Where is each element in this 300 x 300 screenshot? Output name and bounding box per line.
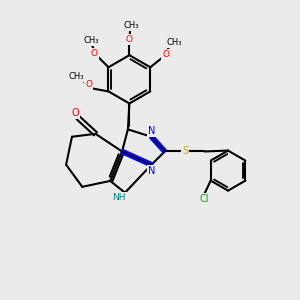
Text: CH₃: CH₃ <box>68 72 84 81</box>
Text: O: O <box>91 49 98 58</box>
Text: NH: NH <box>112 194 126 202</box>
Text: O: O <box>85 80 92 89</box>
Text: CH₃: CH₃ <box>167 38 182 47</box>
Text: CH₃: CH₃ <box>124 21 139 30</box>
Text: O: O <box>126 35 133 44</box>
Text: O: O <box>162 50 169 59</box>
Text: S: S <box>182 146 188 156</box>
Text: Cl: Cl <box>200 194 209 204</box>
Text: CH₃: CH₃ <box>83 36 99 45</box>
Text: N: N <box>148 126 156 136</box>
Text: N: N <box>148 166 156 176</box>
Text: O: O <box>71 108 79 118</box>
